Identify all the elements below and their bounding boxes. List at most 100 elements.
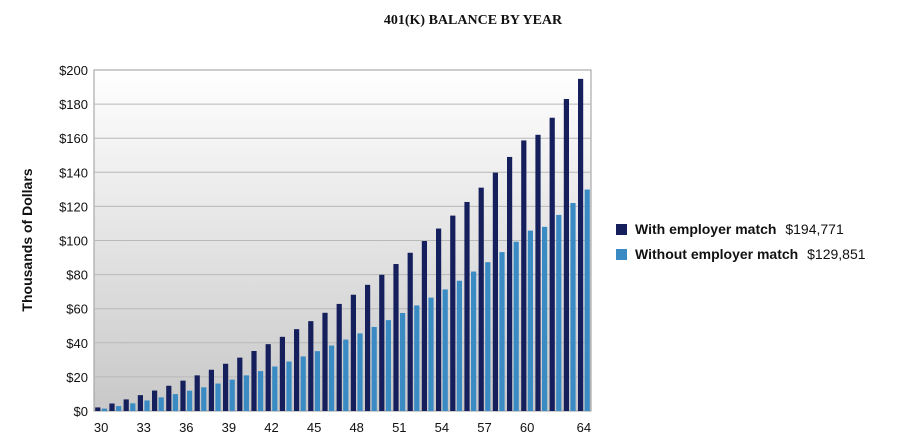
- bar-without-match: [513, 241, 519, 411]
- bar-without-match: [414, 305, 420, 411]
- y-tick-label: $100: [59, 234, 88, 249]
- x-tick-label: 54: [435, 420, 449, 435]
- bar-without-match: [485, 262, 491, 411]
- bar-with-match: [407, 252, 413, 411]
- bar-with-match: [180, 380, 186, 411]
- bar-with-match: [294, 329, 300, 411]
- chart-title: 401(K) BALANCE BY YEAR: [384, 13, 563, 28]
- bar-with-match: [152, 390, 158, 411]
- bar-with-match: [251, 350, 257, 411]
- bar-without-match: [229, 379, 235, 411]
- y-tick-label: $60: [66, 302, 88, 317]
- bar-without-match: [471, 271, 477, 411]
- bar-with-match: [194, 375, 200, 411]
- bar-with-match: [208, 369, 214, 411]
- legend-value-with-match: $194,771: [785, 221, 844, 237]
- bar-without-match: [400, 312, 406, 411]
- legend-value-without-match: $129,851: [807, 246, 866, 262]
- bar-without-match: [428, 297, 434, 411]
- x-tick-label: 60: [520, 420, 534, 435]
- x-tick-label: 30: [94, 420, 108, 435]
- bar-without-match: [357, 333, 363, 411]
- bar-with-match: [421, 241, 427, 411]
- bar-with-match: [123, 399, 129, 411]
- y-tick-label: $0: [74, 404, 88, 419]
- x-tick-label: 39: [222, 420, 236, 435]
- y-tick-label: $200: [59, 63, 88, 78]
- bar-with-match: [308, 321, 314, 411]
- bar-without-match: [456, 280, 462, 411]
- bar-with-match: [563, 98, 569, 412]
- bar-without-match: [343, 339, 349, 411]
- x-tick-label: 36: [179, 420, 193, 435]
- bar-with-match: [237, 357, 243, 411]
- bar-without-match: [187, 390, 193, 411]
- x-axis-ticks: 30 33 36 39 42 45 48 51 54 57 60 64: [94, 420, 591, 435]
- bar-without-match: [243, 375, 249, 411]
- legend-label-without-match: Without employer match: [635, 246, 798, 262]
- bar-without-match: [584, 189, 590, 411]
- bar-with-match: [507, 156, 513, 411]
- x-tick-label: 64: [577, 420, 591, 435]
- bar-with-match: [223, 363, 229, 411]
- bar-with-match: [464, 201, 470, 411]
- bar-without-match: [130, 403, 136, 411]
- y-tick-label: $120: [59, 199, 88, 214]
- bar-without-match: [286, 361, 292, 411]
- legend-item-with-match: With employer match $194,771: [635, 221, 844, 237]
- y-axis-ticks: $0 $20 $40 $60 $80 $100 $120 $140 $160 $180 $200: [59, 63, 88, 419]
- bar-without-match: [258, 371, 264, 411]
- bar-without-match: [542, 226, 548, 411]
- bar-with-match: [549, 117, 555, 412]
- bar-without-match: [144, 400, 150, 411]
- y-tick-label: $40: [66, 336, 88, 351]
- bar-with-match: [137, 395, 143, 411]
- bar-without-match: [215, 383, 221, 411]
- bar-with-match: [535, 134, 541, 412]
- y-tick-label: $140: [59, 165, 88, 180]
- bar-with-match: [265, 344, 271, 411]
- bar-without-match: [116, 406, 122, 411]
- bar-without-match: [201, 387, 207, 411]
- y-tick-label: $180: [59, 97, 88, 112]
- y-axis-title: Thousands of Dollars: [19, 168, 35, 311]
- bars: [95, 78, 590, 412]
- bar-without-match: [442, 289, 448, 411]
- bar-without-match: [371, 326, 377, 411]
- x-tick-label: 45: [307, 420, 321, 435]
- bar-without-match: [527, 230, 533, 411]
- legend-label-with-match: With employer match: [635, 221, 776, 237]
- y-tick-label: $160: [59, 131, 88, 146]
- x-tick-label: 33: [136, 420, 150, 435]
- bar-with-match: [478, 187, 484, 411]
- bar-without-match: [329, 345, 335, 411]
- y-tick-label: $80: [66, 268, 88, 283]
- bar-without-match: [570, 202, 576, 411]
- bar-with-match: [393, 264, 399, 411]
- legend-item-without-match: Without employer match $129,851: [635, 246, 866, 262]
- x-tick-label: 42: [264, 420, 278, 435]
- bar-with-match: [336, 303, 342, 411]
- bar-with-match: [166, 385, 172, 411]
- legend-swatch-with-match: [616, 224, 627, 235]
- bar-with-match: [322, 312, 328, 411]
- bar-with-match: [492, 172, 498, 411]
- bar-with-match: [379, 274, 385, 411]
- bar-with-match: [109, 403, 115, 411]
- bar-with-match: [450, 215, 456, 411]
- x-tick-label: 48: [349, 420, 363, 435]
- bar-without-match: [499, 252, 505, 411]
- bar-without-match: [101, 408, 107, 411]
- x-tick-label: 57: [477, 420, 491, 435]
- bar-with-match: [350, 294, 356, 411]
- bar-with-match: [279, 336, 285, 411]
- y-tick-label: $20: [66, 370, 88, 385]
- bar-with-match: [95, 407, 101, 411]
- bar-with-match: [521, 140, 527, 411]
- x-tick-label: 51: [392, 420, 406, 435]
- bar-without-match: [556, 214, 562, 411]
- bar-with-match: [365, 284, 371, 411]
- bar-without-match: [272, 366, 278, 411]
- bar-without-match: [172, 394, 178, 411]
